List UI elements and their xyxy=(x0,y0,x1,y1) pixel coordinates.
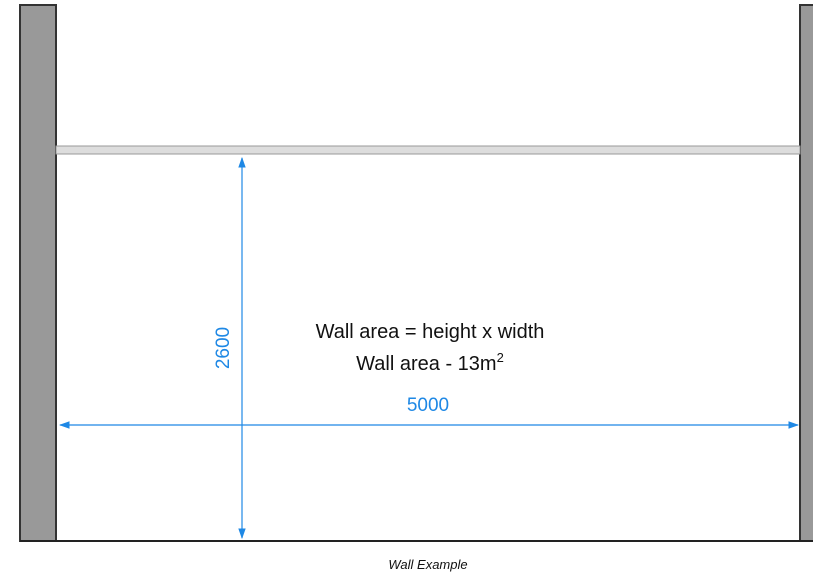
width-dimension-label: 5000 xyxy=(407,395,449,416)
formula-line-1: Wall area = height x width xyxy=(316,321,545,343)
height-dimension-label: 2600 xyxy=(213,327,234,369)
figure-caption: Wall Example xyxy=(388,557,467,572)
formula-line-2-text: Wall area - 13m xyxy=(356,353,496,375)
formula-superscript: 2 xyxy=(497,350,504,365)
ceiling-beam xyxy=(55,145,801,155)
left-wall xyxy=(19,4,57,542)
formula-line-2: Wall area - 13m2 xyxy=(356,350,504,375)
right-wall xyxy=(799,4,813,542)
